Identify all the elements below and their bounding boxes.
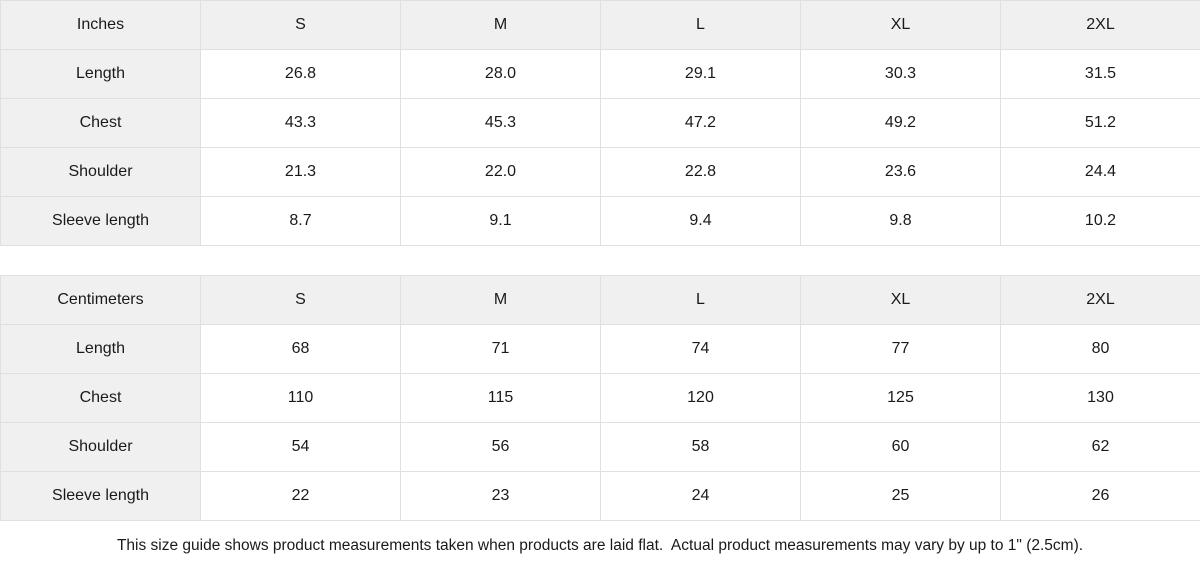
value-cell: 9.4	[600, 196, 801, 246]
row-label-cell: Length	[0, 49, 201, 99]
table-header-row: Centimeters S M L XL 2XL	[0, 275, 1200, 325]
value-cell: 9.1	[400, 196, 601, 246]
value-cell: 68	[200, 324, 401, 374]
value-cell: 10.2	[1000, 196, 1200, 246]
size-header-cell: S	[200, 275, 401, 325]
value-cell: 120	[600, 373, 801, 423]
value-cell: 49.2	[800, 98, 1001, 148]
row-label-cell: Chest	[0, 373, 201, 423]
value-cell: 22.0	[400, 147, 601, 197]
value-cell: 29.1	[600, 49, 801, 99]
row-label-cell: Shoulder	[0, 147, 201, 197]
table-row: Sleeve length 22 23 24 25 26	[0, 471, 1200, 521]
value-cell: 115	[400, 373, 601, 423]
value-cell: 74	[600, 324, 801, 374]
table-row: Length 26.8 28.0 29.1 30.3 31.5	[0, 49, 1200, 99]
footer-note: This size guide shows product measuremen…	[0, 521, 1200, 570]
value-cell: 30.3	[800, 49, 1001, 99]
row-label-cell: Shoulder	[0, 422, 201, 472]
table-header-row: Inches S M L XL 2XL	[0, 0, 1200, 50]
value-cell: 23.6	[800, 147, 1001, 197]
row-label-cell: Chest	[0, 98, 201, 148]
table-row: Chest 43.3 45.3 47.2 49.2 51.2	[0, 98, 1200, 148]
size-header-cell: S	[200, 0, 401, 50]
size-header-cell: 2XL	[1000, 0, 1200, 50]
value-cell: 47.2	[600, 98, 801, 148]
value-cell: 43.3	[200, 98, 401, 148]
row-label-cell: Sleeve length	[0, 471, 201, 521]
table-row: Shoulder 54 56 58 60 62	[0, 422, 1200, 472]
value-cell: 28.0	[400, 49, 601, 99]
value-cell: 9.8	[800, 196, 1001, 246]
value-cell: 130	[1000, 373, 1200, 423]
size-header-cell: XL	[800, 275, 1001, 325]
value-cell: 56	[400, 422, 601, 472]
table-row: Chest 110 115 120 125 130	[0, 373, 1200, 423]
value-cell: 24.4	[1000, 147, 1200, 197]
value-cell: 25	[800, 471, 1001, 521]
value-cell: 71	[400, 324, 601, 374]
table-row: Shoulder 21.3 22.0 22.8 23.6 24.4	[0, 147, 1200, 197]
table-row: Length 68 71 74 77 80	[0, 324, 1200, 374]
value-cell: 23	[400, 471, 601, 521]
size-header-cell: XL	[800, 0, 1001, 50]
size-header-cell: L	[600, 0, 801, 50]
value-cell: 62	[1000, 422, 1200, 472]
value-cell: 125	[800, 373, 1001, 423]
size-table-inches: Inches S M L XL 2XL Length 26.8 28.0 29.…	[0, 0, 1200, 246]
value-cell: 31.5	[1000, 49, 1200, 99]
value-cell: 26.8	[200, 49, 401, 99]
unit-header-cell: Inches	[0, 0, 201, 50]
value-cell: 24	[600, 471, 801, 521]
size-header-cell: 2XL	[1000, 275, 1200, 325]
unit-header-cell: Centimeters	[0, 275, 201, 325]
value-cell: 22.8	[600, 147, 801, 197]
size-header-cell: L	[600, 275, 801, 325]
value-cell: 110	[200, 373, 401, 423]
value-cell: 22	[200, 471, 401, 521]
value-cell: 45.3	[400, 98, 601, 148]
value-cell: 54	[200, 422, 401, 472]
value-cell: 77	[800, 324, 1001, 374]
value-cell: 58	[600, 422, 801, 472]
value-cell: 60	[800, 422, 1001, 472]
row-label-cell: Sleeve length	[0, 196, 201, 246]
value-cell: 21.3	[200, 147, 401, 197]
table-row: Sleeve length 8.7 9.1 9.4 9.8 10.2	[0, 196, 1200, 246]
size-table-centimeters: Centimeters S M L XL 2XL Length 68 71 74…	[0, 275, 1200, 521]
value-cell: 8.7	[200, 196, 401, 246]
table-gap	[0, 246, 1200, 275]
value-cell: 80	[1000, 324, 1200, 374]
value-cell: 26	[1000, 471, 1200, 521]
row-label-cell: Length	[0, 324, 201, 374]
size-header-cell: M	[400, 0, 601, 50]
size-header-cell: M	[400, 275, 601, 325]
value-cell: 51.2	[1000, 98, 1200, 148]
